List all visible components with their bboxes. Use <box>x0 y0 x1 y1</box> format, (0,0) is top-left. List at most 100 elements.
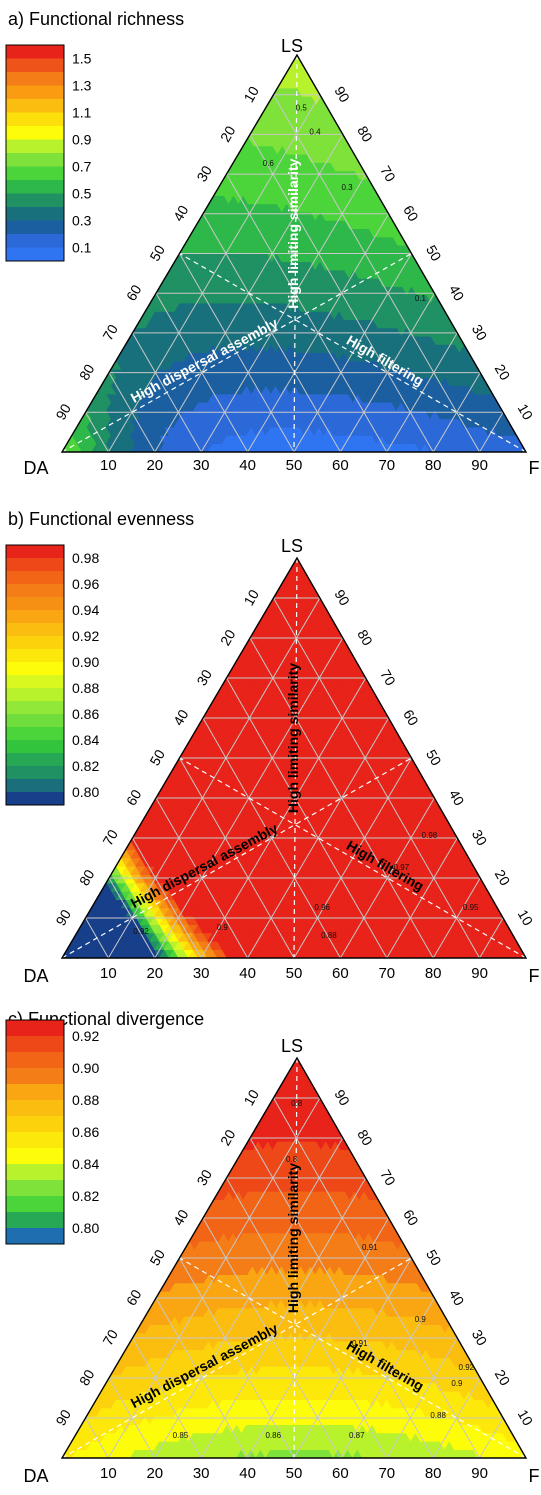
contour-label: 0.96 <box>314 903 330 912</box>
tick-label-bottom: 50 <box>286 965 303 982</box>
legend-swatch <box>6 1164 64 1181</box>
tick-label-bottom: 80 <box>425 457 442 474</box>
legend-label: 1.3 <box>72 78 92 94</box>
legend-swatch <box>6 248 64 262</box>
legend-swatch <box>6 153 64 167</box>
tick-label-left: 80 <box>76 867 98 889</box>
legend-swatch <box>6 779 64 793</box>
vertex-label-left: DA <box>23 458 48 478</box>
ternary-chart-svg: a) Functional richness 1.5 1.3 1.1 0.9 0.7 0.… <box>0 0 541 490</box>
tick-label-right: 70 <box>377 163 399 185</box>
legend-label: 0.9 <box>72 132 92 148</box>
tick-label-bottom: 50 <box>286 457 303 474</box>
contour-label: 0.95 <box>463 903 479 912</box>
legend-label: 0.90 <box>72 1060 99 1076</box>
tick-label-bottom: 10 <box>100 965 117 982</box>
legend-swatch <box>6 727 64 741</box>
legend-label: 0.7 <box>72 159 92 175</box>
tick-label-bottom: 90 <box>471 965 488 982</box>
legend-label: 0.98 <box>72 550 99 566</box>
legend-swatch <box>6 662 64 676</box>
tick-label-left: 30 <box>193 667 215 689</box>
legend-swatch <box>6 649 64 663</box>
legend-label: 1.5 <box>72 51 92 67</box>
legend: 0.980.960.940.920.900.880.860.840.820.80 <box>6 545 99 806</box>
tick-label-right: 80 <box>354 123 376 145</box>
legend-swatch <box>6 234 64 248</box>
tick-label-left: 20 <box>217 123 239 145</box>
tick-label-left: 40 <box>170 707 192 729</box>
tick-label-bottom: 90 <box>471 457 488 474</box>
legend-swatch <box>6 1084 64 1101</box>
contour-label: 0.6 <box>263 159 275 168</box>
tick-label-right: 60 <box>400 707 422 729</box>
tick-label-left: 50 <box>146 747 168 769</box>
ternary-chart-svg: c) Functional divergence 0.920.900.880.8… <box>0 1000 541 1490</box>
legend-swatch <box>6 113 64 127</box>
legend-label: 0.80 <box>72 1220 99 1236</box>
ternary-chart-svg: b) Functional evenness 0.980.960.940.920… <box>0 500 541 995</box>
legend-label: 0.90 <box>72 654 99 670</box>
vertex-label-right: F <box>529 458 540 478</box>
legend-swatch <box>6 597 64 611</box>
tick-label-bottom: 70 <box>378 965 395 982</box>
tick-label-right: 60 <box>400 203 422 225</box>
contour-label: 0.1 <box>415 294 427 303</box>
legend-label: 0.82 <box>72 758 99 774</box>
legend-label: 0.86 <box>72 1124 99 1140</box>
legend-swatch <box>6 584 64 598</box>
legend-label: 0.92 <box>72 1028 99 1044</box>
tick-label-right: 20 <box>492 867 514 889</box>
legend-swatch <box>6 59 64 73</box>
tick-label-left: 90 <box>52 907 74 929</box>
legend-label: 0.86 <box>72 706 99 722</box>
legend: 1.51.31.10.90.70.50.30.1 <box>6 45 92 262</box>
legend-label: 0.84 <box>72 1156 99 1172</box>
contour-label: 0.4 <box>309 127 321 136</box>
legend-label: 0.84 <box>72 732 99 748</box>
tick-label-right: 90 <box>331 587 353 609</box>
contour-label: 0.97 <box>394 863 410 872</box>
tick-label-bottom: 60 <box>332 457 349 474</box>
vertex-label-left: DA <box>23 966 48 986</box>
tick-label-left: 70 <box>99 321 121 343</box>
contour-label: 0.88 <box>321 931 337 940</box>
tick-label-bottom: 10 <box>100 457 117 474</box>
legend-label: 0.96 <box>72 576 99 592</box>
legend-swatch <box>6 1196 64 1213</box>
tick-label-right: 30 <box>469 827 491 849</box>
legend-label: 0.88 <box>72 680 99 696</box>
tick-label-left: 60 <box>123 787 145 809</box>
tick-label-bottom: 40 <box>239 965 256 982</box>
contour-label: 0.98 <box>422 831 438 840</box>
legend-swatch <box>6 194 64 208</box>
tick-label-right: 80 <box>354 627 376 649</box>
legend-swatch <box>6 623 64 637</box>
legend-swatch <box>6 558 64 572</box>
contour-label: 0.5 <box>296 104 308 113</box>
tick-label-right: 50 <box>423 242 445 264</box>
legend-label: 0.5 <box>72 186 92 202</box>
tick-label-left: 80 <box>76 361 98 383</box>
legend-label: 0.94 <box>72 602 99 618</box>
vertex-label-top: LS <box>281 536 303 556</box>
contour-label: 0.92 <box>133 927 149 936</box>
legend-swatch <box>6 753 64 767</box>
vertex-label-right: F <box>529 966 540 986</box>
legend-label: 0.82 <box>72 1188 99 1204</box>
tick-label-bottom: 30 <box>193 965 210 982</box>
legend-swatch <box>6 636 64 650</box>
tick-label-bottom: 80 <box>425 965 442 982</box>
contour-label: 0.9 <box>217 923 229 932</box>
legend-label: 0.80 <box>72 784 99 800</box>
legend-label: 0.1 <box>72 240 92 256</box>
legend-label: 1.1 <box>72 105 92 121</box>
tick-label-left: 90 <box>52 401 74 423</box>
legend-swatch <box>6 1036 64 1053</box>
tick-label-bottom: 30 <box>193 457 210 474</box>
chart-title: a) Functional richness <box>8 9 184 29</box>
